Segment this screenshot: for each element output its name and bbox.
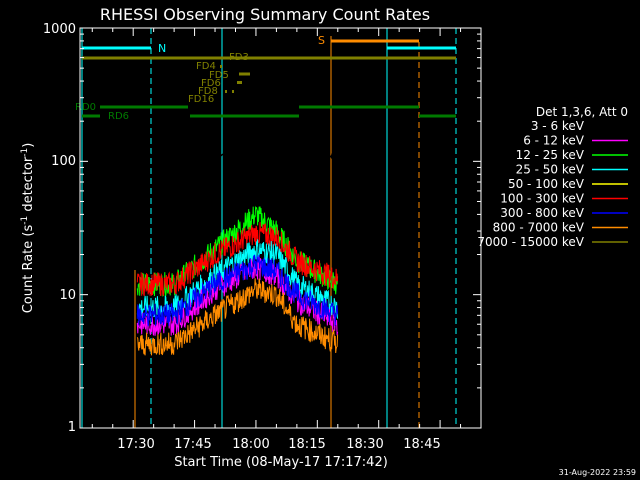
- series-line-800-7000-kev: [136, 278, 339, 356]
- y-axis-label: Count Rate (s-1 detector-1): [20, 143, 36, 314]
- series-line-100-300-kev: [136, 222, 339, 297]
- legend-entry-label: 100 - 300 keV: [500, 192, 584, 206]
- annotation-fd6: FD6: [201, 78, 221, 89]
- x-tick-label-1800: 18:00: [232, 437, 269, 452]
- y-tick-label-10: 10: [59, 288, 76, 303]
- chart-title: RHESSI Observing Summary Count Rates: [100, 5, 430, 24]
- fd6-mark: [237, 81, 242, 84]
- legend-title: Det 1,3,6, Att 0: [536, 105, 628, 119]
- series-line-3-6-kev: [136, 150, 339, 198]
- annotation-fd8: FD8: [198, 86, 218, 97]
- legend-entry-label: 800 - 7000 keV: [493, 221, 585, 235]
- x-tick-label-1815: 18:15: [288, 437, 325, 452]
- legend-entry-label: 7000 - 15000 keV: [477, 235, 584, 249]
- x-tick-label-1845: 18:45: [403, 437, 440, 452]
- annotation-n: N: [158, 42, 166, 55]
- fd8-mark: [225, 90, 227, 93]
- fd4-mark: [220, 65, 222, 68]
- legend-entry-label: 50 - 100 keV: [508, 177, 585, 191]
- legend-entry-label: 3 - 6 keV: [531, 119, 585, 133]
- tick-layer: [80, 28, 482, 429]
- annotation-rd6: RD6: [108, 111, 129, 122]
- y-tick-label-1000: 1000: [43, 22, 76, 37]
- annotation-fd16: FD16: [188, 94, 214, 105]
- x-tick-label-1730: 17:30: [117, 437, 154, 452]
- annotation-s: S: [318, 34, 325, 47]
- footer-timestamp: 31-Aug-2022 23:59: [559, 468, 636, 477]
- legend-entry-label: 25 - 50 keV: [516, 163, 585, 177]
- series-line-300-800-kev: [136, 254, 339, 327]
- annotation-rd0: RD0: [75, 102, 96, 113]
- annotation-fd4: FD4: [196, 61, 216, 72]
- y-tick-label-1: 1: [68, 420, 76, 435]
- legend-entry-label: 300 - 800 keV: [500, 206, 584, 220]
- x-tick-label-1745: 17:45: [174, 437, 211, 452]
- annotation-fd5: FD5: [209, 70, 229, 81]
- y-tick-label-100: 100: [51, 154, 76, 169]
- series-layer: [136, 150, 339, 356]
- annotation-fd3: FD3: [229, 52, 249, 63]
- x-axis-label: Start Time (08-May-17 17:17:42): [174, 455, 388, 470]
- legend-entry-label: 6 - 12 keV: [523, 134, 585, 148]
- fd8-mark-2: [232, 90, 234, 93]
- plot-frame: [79, 27, 482, 429]
- legend-entry-label: 12 - 25 keV: [516, 148, 585, 162]
- x-tick-label-1830: 18:30: [346, 437, 383, 452]
